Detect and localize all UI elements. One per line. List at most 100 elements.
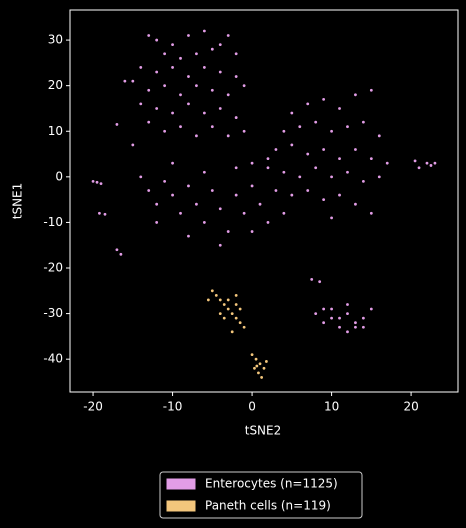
point [115, 248, 119, 252]
point [242, 129, 246, 133]
point [253, 366, 256, 370]
point [147, 88, 151, 92]
point [369, 88, 373, 92]
point [163, 129, 167, 133]
point [195, 202, 198, 206]
legend-label: Enterocytes (n=1125) [205, 477, 338, 491]
point [433, 161, 437, 165]
point [314, 312, 318, 315]
point [282, 170, 286, 174]
point [202, 29, 206, 33]
point [377, 175, 381, 179]
point [354, 93, 357, 97]
point [346, 170, 349, 174]
point [115, 123, 119, 126]
point [413, 159, 417, 163]
point [139, 175, 143, 179]
point [163, 84, 167, 88]
point [202, 66, 206, 69]
point [274, 189, 278, 192]
point [361, 179, 365, 183]
point [222, 303, 226, 306]
point [322, 97, 326, 101]
point [139, 66, 143, 69]
point [218, 312, 222, 315]
point [425, 161, 429, 165]
point [218, 107, 222, 110]
point [179, 56, 182, 60]
point [338, 107, 341, 110]
point [361, 316, 365, 320]
point [218, 207, 222, 211]
point [179, 211, 182, 215]
point [187, 102, 190, 106]
point [346, 303, 349, 306]
point [250, 353, 254, 357]
point [361, 325, 365, 329]
point [234, 193, 238, 197]
point [361, 120, 365, 124]
y-tick-label: -20 [43, 261, 63, 275]
point [310, 278, 314, 281]
point [226, 230, 230, 233]
point [202, 111, 206, 115]
point [218, 243, 222, 247]
point [306, 152, 310, 156]
point [187, 184, 190, 188]
point [242, 211, 246, 215]
point [163, 52, 167, 56]
point [131, 79, 135, 83]
point [385, 161, 389, 165]
point [230, 330, 234, 334]
point [147, 189, 151, 192]
point [338, 157, 341, 161]
point [306, 102, 310, 106]
point [103, 212, 107, 216]
point [218, 298, 222, 302]
point [266, 157, 270, 161]
point [238, 307, 242, 311]
point [210, 88, 214, 92]
point [210, 125, 214, 129]
point [187, 34, 190, 37]
point [155, 221, 159, 224]
point [230, 312, 234, 315]
x-tick-label: 10 [324, 400, 339, 414]
point [187, 75, 190, 78]
point [171, 111, 174, 115]
point [91, 179, 95, 183]
point [322, 321, 326, 325]
point [429, 164, 433, 167]
point [226, 134, 230, 138]
point [147, 120, 151, 124]
point [377, 134, 381, 138]
point [202, 170, 206, 174]
point [322, 148, 326, 151]
point [250, 230, 254, 233]
point [258, 202, 262, 206]
point [139, 102, 143, 106]
y-tick-label: 30 [48, 33, 63, 47]
point [369, 211, 373, 215]
legend-label: Paneth cells (n=119) [205, 499, 331, 513]
point [95, 180, 99, 184]
point [266, 221, 270, 224]
point [234, 116, 238, 119]
point [171, 43, 174, 47]
point [346, 330, 349, 334]
point [330, 316, 333, 320]
point [290, 193, 294, 197]
point [187, 234, 190, 238]
point [99, 182, 103, 186]
y-tick-label: 0 [55, 169, 63, 183]
point [179, 125, 182, 129]
point [226, 93, 230, 97]
point [131, 143, 135, 147]
point [171, 161, 174, 165]
point [306, 189, 310, 192]
point [346, 125, 349, 129]
point [195, 52, 198, 56]
point [119, 252, 123, 256]
